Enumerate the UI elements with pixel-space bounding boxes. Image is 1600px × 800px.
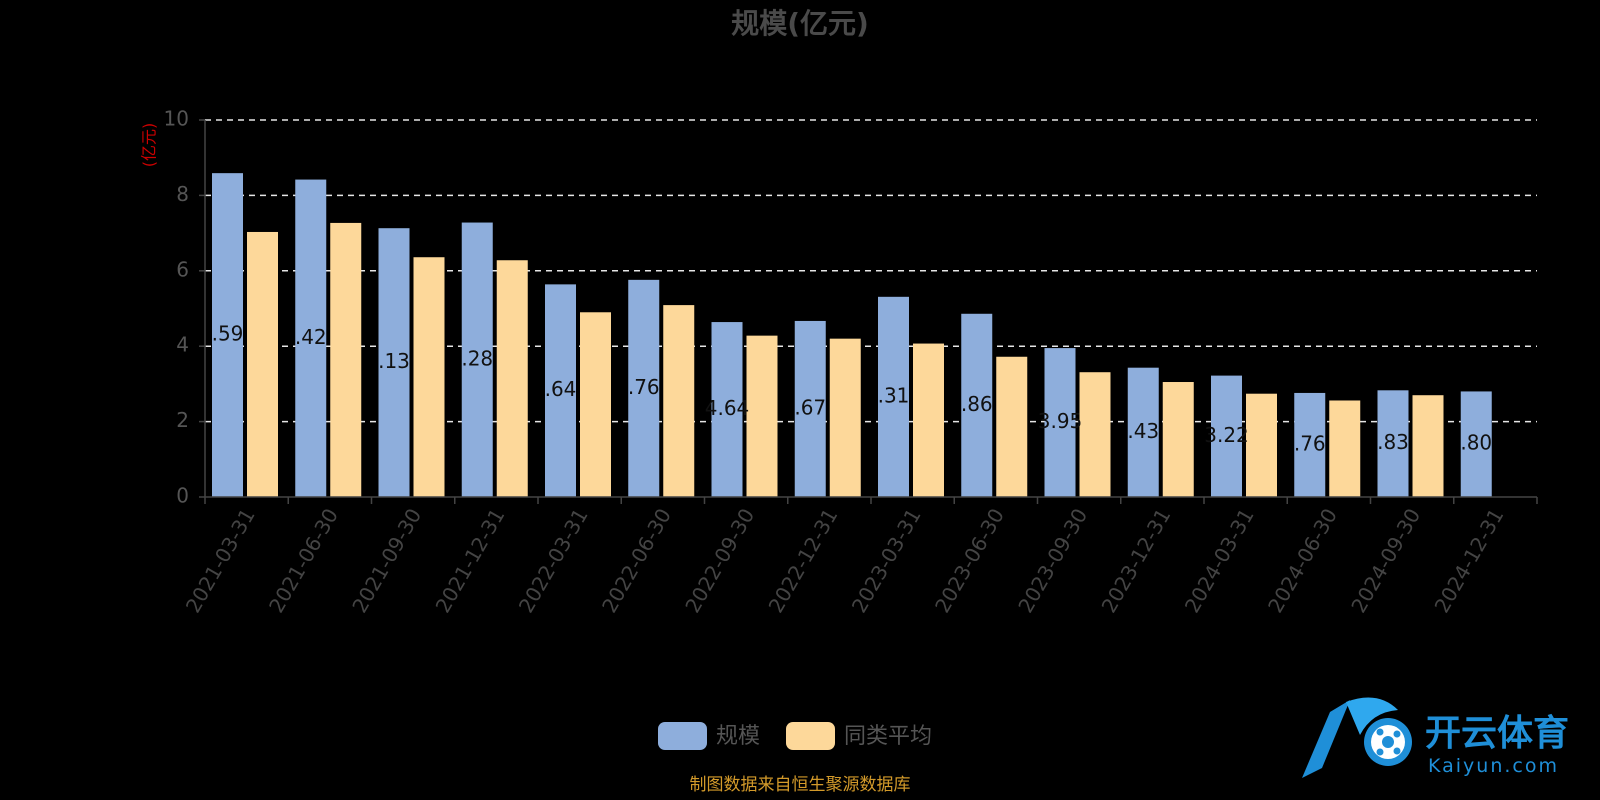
legend-label-peer-average: 同类平均 [844, 724, 932, 749]
y-tick-label: 2 [176, 408, 189, 432]
x-tick-label: 2022-12-31 [764, 504, 843, 617]
x-tick-label: 2023-09-30 [1013, 504, 1092, 617]
bar-peer-average [913, 343, 944, 497]
bar-scale [1211, 375, 1242, 497]
bar-data-label: .76 [1294, 431, 1326, 455]
bar-peer-average [247, 231, 278, 497]
x-tick-label: 2021-12-31 [431, 504, 510, 617]
legend-label-scale: 规模 [716, 724, 760, 749]
bar-scale [1460, 391, 1492, 497]
bar-peer-average [1329, 400, 1361, 497]
bar-data-label: .64 [545, 377, 577, 401]
bar-peer-average [496, 260, 528, 497]
bar-data-label: .80 [1460, 431, 1492, 455]
bar-data-label: .76 [628, 375, 660, 399]
x-tick-label: 2022-09-30 [680, 504, 759, 617]
x-tick-label: 2021-03-31 [181, 504, 260, 617]
bar-peer-average [330, 222, 362, 497]
x-tick-label: 2022-06-30 [597, 504, 676, 617]
x-tick-label: 2023-03-31 [847, 504, 926, 617]
bar-peer-average [746, 335, 778, 497]
bar-scale [711, 322, 743, 497]
legend-swatch-peer-average [786, 722, 835, 750]
x-tick-label: 2024-06-30 [1263, 504, 1342, 617]
y-tick-label: 6 [176, 257, 189, 281]
bar-scale [461, 222, 493, 497]
x-tick-label: 2024-12-31 [1430, 504, 1509, 617]
bar-peer-average [413, 257, 445, 497]
x-tick-label: 2023-12-31 [1097, 504, 1176, 617]
bar-data-label: .86 [961, 392, 993, 416]
x-tick-label: 2024-09-30 [1346, 504, 1425, 617]
bar-data-label: .59 [212, 322, 244, 346]
bar-scale [545, 284, 576, 497]
bar-scale [1294, 392, 1326, 497]
bar-data-label: .43 [1127, 419, 1159, 443]
legend[interactable]: 规模 同类平均 [658, 722, 932, 750]
watermark-url: Kaiyun.com [1428, 755, 1559, 777]
bar-scale [794, 320, 826, 497]
y-tick-label: 0 [176, 484, 189, 508]
x-tick-label: 2021-09-30 [347, 504, 426, 617]
bar-data-label: 4.64 [705, 396, 750, 420]
bar-scale [212, 173, 243, 498]
watermark-brand: 开云体育 [1425, 713, 1569, 754]
bar-scale [1044, 348, 1076, 497]
bar-peer-average [1162, 382, 1194, 497]
bar-scale [1127, 367, 1159, 497]
logo-mark-icon [1302, 697, 1412, 778]
bar-peer-average [663, 305, 695, 497]
bar-data-label: .31 [878, 383, 910, 407]
bar-scale [378, 228, 410, 497]
bar-data-label: 3.95 [1038, 409, 1083, 433]
data-labels: .59 .42 .13 .28 .64 .76 4.64 .67 .31 .86 3.95 .43 3.… [212, 322, 1493, 456]
x-tick-label: 2023-06-30 [930, 504, 1009, 617]
bar-peer-average [829, 338, 861, 497]
y-axis-label: (亿元) [140, 123, 159, 168]
bar-data-label: .67 [794, 395, 826, 419]
y-tick-label: 4 [176, 333, 189, 357]
bar-scale [1377, 390, 1409, 497]
bar-data-label: .42 [295, 325, 327, 349]
watermark-logo: 开云体育 Kaiyun.com [1302, 697, 1569, 778]
chart-title: 规模(亿元) [731, 7, 869, 40]
bar-peer-average [996, 356, 1028, 497]
data-source-note: 制图数据来自恒生聚源数据库 [690, 775, 911, 795]
y-tick-label: 8 [176, 182, 189, 206]
bar-peer-average [1246, 393, 1277, 497]
bar-peer-average [580, 312, 611, 497]
bar-peer-average [1412, 395, 1444, 497]
bar-scale [961, 313, 993, 497]
bar-scale [628, 279, 660, 497]
y-tick-label: 10 [164, 107, 189, 131]
bar-data-label: .13 [378, 349, 410, 373]
bar-scale [295, 179, 327, 498]
bar-scale [878, 296, 909, 497]
legend-swatch-scale [658, 722, 707, 750]
x-tick-label: 2022-03-31 [514, 504, 593, 617]
bars [212, 173, 1492, 498]
x-tick-label: 2024-03-31 [1180, 504, 1259, 617]
x-tick-label: 2021-06-30 [264, 504, 343, 617]
bar-data-label: .83 [1377, 430, 1409, 454]
bar-data-label: .28 [461, 346, 493, 370]
bar-peer-average [1079, 372, 1111, 497]
bar-data-label: 3.22 [1204, 423, 1249, 447]
